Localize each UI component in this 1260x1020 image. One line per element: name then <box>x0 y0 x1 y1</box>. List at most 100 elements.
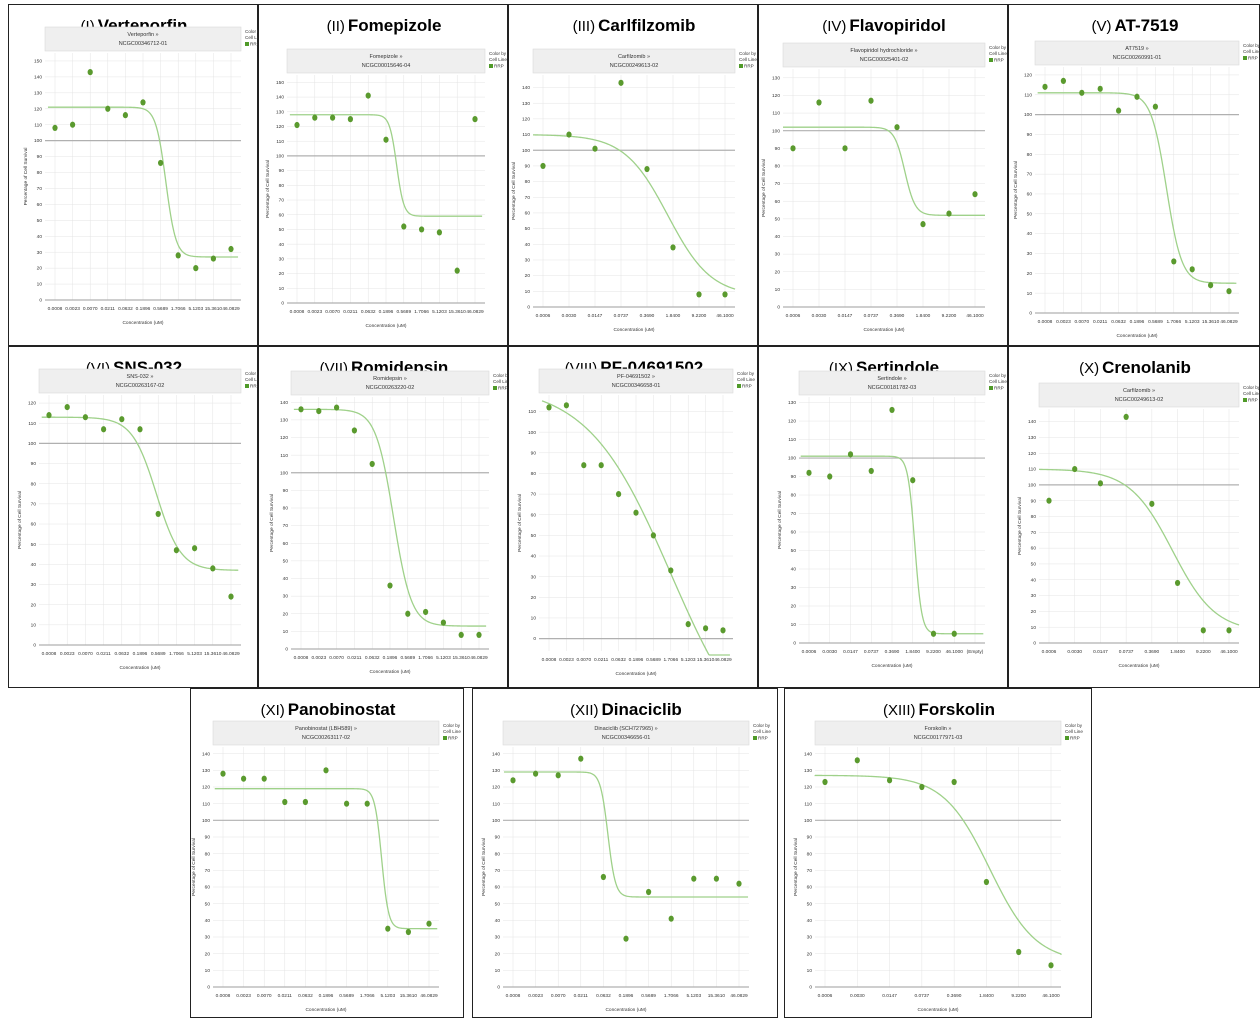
data-point[interactable] <box>868 97 874 104</box>
data-point[interactable] <box>1208 282 1214 289</box>
data-point[interactable] <box>822 778 828 786</box>
data-point[interactable] <box>546 404 552 411</box>
data-point[interactable] <box>1116 107 1122 114</box>
data-point[interactable] <box>220 770 226 777</box>
data-point[interactable] <box>646 888 652 896</box>
data-point[interactable] <box>351 427 357 434</box>
compound-link[interactable]: AT7519 » <box>1125 46 1148 52</box>
data-point[interactable] <box>854 757 860 764</box>
compound-link[interactable]: Dinaciclib (SCH727965) » <box>594 726 657 732</box>
data-point[interactable] <box>1060 77 1066 84</box>
data-point[interactable] <box>210 255 216 262</box>
data-point[interactable] <box>347 116 353 123</box>
compound-link[interactable]: Verteporfin » <box>127 32 158 38</box>
data-point[interactable] <box>173 547 179 554</box>
data-point[interactable] <box>623 935 629 942</box>
data-point[interactable] <box>228 593 234 600</box>
data-point[interactable] <box>847 451 854 458</box>
data-point[interactable] <box>600 873 606 881</box>
compound-link[interactable]: Carfilzomib » <box>618 54 650 60</box>
data-point[interactable] <box>894 124 900 131</box>
data-point[interactable] <box>369 460 375 468</box>
data-point[interactable] <box>82 414 88 421</box>
compound-link[interactable]: Romidepsin » <box>373 376 407 382</box>
data-point[interactable] <box>344 800 350 807</box>
data-point[interactable] <box>312 114 318 121</box>
data-point[interactable] <box>472 116 478 123</box>
data-point[interactable] <box>105 105 111 112</box>
data-point[interactable] <box>122 112 128 119</box>
data-point[interactable] <box>668 567 674 574</box>
data-point[interactable] <box>405 610 411 617</box>
data-point[interactable] <box>566 131 572 138</box>
data-point[interactable] <box>1016 948 1022 956</box>
data-point[interactable] <box>592 145 598 152</box>
data-point[interactable] <box>720 627 726 634</box>
data-point[interactable] <box>827 473 833 480</box>
data-point[interactable] <box>302 798 308 806</box>
data-point[interactable] <box>298 406 304 413</box>
data-point[interactable] <box>951 778 957 786</box>
data-point[interactable] <box>405 928 411 936</box>
data-point[interactable] <box>618 79 624 86</box>
data-point[interactable] <box>713 875 719 882</box>
data-point[interactable] <box>889 406 895 414</box>
data-point[interactable] <box>578 755 584 762</box>
data-point[interactable] <box>533 770 539 777</box>
data-point[interactable] <box>334 404 340 411</box>
data-point[interactable] <box>387 582 393 589</box>
data-point[interactable] <box>401 223 407 230</box>
data-point[interactable] <box>241 775 247 782</box>
data-point[interactable] <box>175 252 181 259</box>
data-point[interactable] <box>364 800 370 807</box>
data-point[interactable] <box>228 245 234 253</box>
data-point[interactable] <box>946 210 952 217</box>
data-point[interactable] <box>555 772 561 779</box>
data-point[interactable] <box>644 165 650 173</box>
data-point[interactable] <box>910 477 916 484</box>
data-point[interactable] <box>458 631 464 639</box>
data-point[interactable] <box>1171 258 1177 265</box>
data-point[interactable] <box>87 69 93 76</box>
data-point[interactable] <box>616 490 622 498</box>
data-point[interactable] <box>581 462 587 469</box>
data-point[interactable] <box>436 229 442 236</box>
data-point[interactable] <box>930 630 937 637</box>
data-point[interactable] <box>140 99 146 106</box>
data-point[interactable] <box>192 545 198 552</box>
data-point[interactable] <box>540 162 546 170</box>
data-point[interactable] <box>70 121 76 128</box>
data-point[interactable] <box>670 244 676 251</box>
compound-link[interactable]: SNS-032 » <box>127 374 154 380</box>
data-point[interactable] <box>696 291 702 298</box>
data-point[interactable] <box>1134 93 1140 100</box>
data-point[interactable] <box>598 462 604 469</box>
data-point[interactable] <box>691 875 697 882</box>
compound-link[interactable]: PF-04691502 » <box>617 374 655 380</box>
data-point[interactable] <box>868 467 874 475</box>
data-point[interactable] <box>193 265 199 272</box>
data-point[interactable] <box>1226 627 1232 634</box>
data-point[interactable] <box>1174 579 1181 587</box>
data-point[interactable] <box>316 407 322 415</box>
data-point[interactable] <box>294 121 300 129</box>
data-point[interactable] <box>790 145 796 152</box>
data-point[interactable] <box>1189 266 1195 273</box>
compound-link[interactable]: Carfilzomib » <box>1123 388 1155 394</box>
data-point[interactable] <box>419 226 425 233</box>
data-point[interactable] <box>46 412 52 419</box>
data-point[interactable] <box>426 920 432 927</box>
data-point[interactable] <box>330 114 336 121</box>
data-point[interactable] <box>951 630 957 637</box>
data-point[interactable] <box>919 783 925 791</box>
data-point[interactable] <box>1200 627 1206 634</box>
data-point[interactable] <box>282 798 288 806</box>
data-point[interactable] <box>1123 413 1129 421</box>
data-point[interactable] <box>385 925 391 932</box>
compound-link[interactable]: Forskolin » <box>925 726 952 732</box>
data-point[interactable] <box>1048 962 1054 969</box>
data-point[interactable] <box>816 99 822 106</box>
data-point[interactable] <box>1042 83 1048 90</box>
compound-link[interactable]: Flavopiridol hydrochloride » <box>850 48 917 54</box>
data-point[interactable] <box>722 291 728 298</box>
